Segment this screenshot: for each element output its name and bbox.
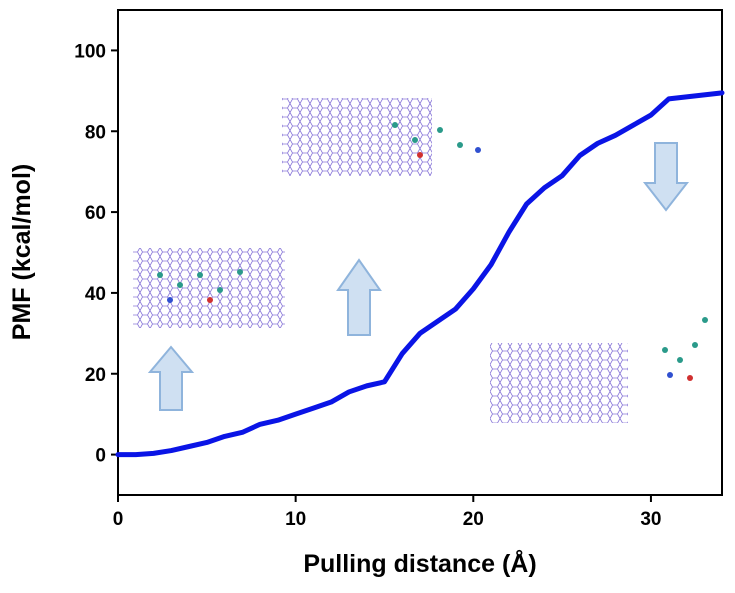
molecule	[157, 269, 243, 303]
y-tick-label: 60	[85, 203, 106, 224]
nanotube	[490, 343, 628, 423]
nanotube	[133, 248, 285, 328]
y-tick-label: 20	[85, 365, 106, 386]
x-tick-label: 10	[285, 509, 306, 530]
x-axis-title: Pulling distance (Å)	[303, 549, 536, 578]
x-tick-label: 20	[463, 509, 484, 530]
plot-frame	[117, 9, 723, 496]
x-tick-label: 0	[113, 509, 124, 530]
y-tick-label: 0	[95, 446, 106, 467]
y-tick-label: 80	[85, 122, 106, 143]
x-tick-label: 30	[640, 509, 661, 530]
molecule	[662, 317, 708, 381]
data-line	[115, 90, 725, 458]
illustrations	[133, 98, 708, 423]
y-tick-label: 40	[85, 284, 106, 305]
y-axis-title: PMF (kcal/mol)	[8, 164, 36, 340]
y-tick-label: 100	[74, 41, 106, 62]
arrows	[147, 142, 690, 411]
molecule	[392, 122, 481, 158]
nanotube	[282, 98, 432, 176]
